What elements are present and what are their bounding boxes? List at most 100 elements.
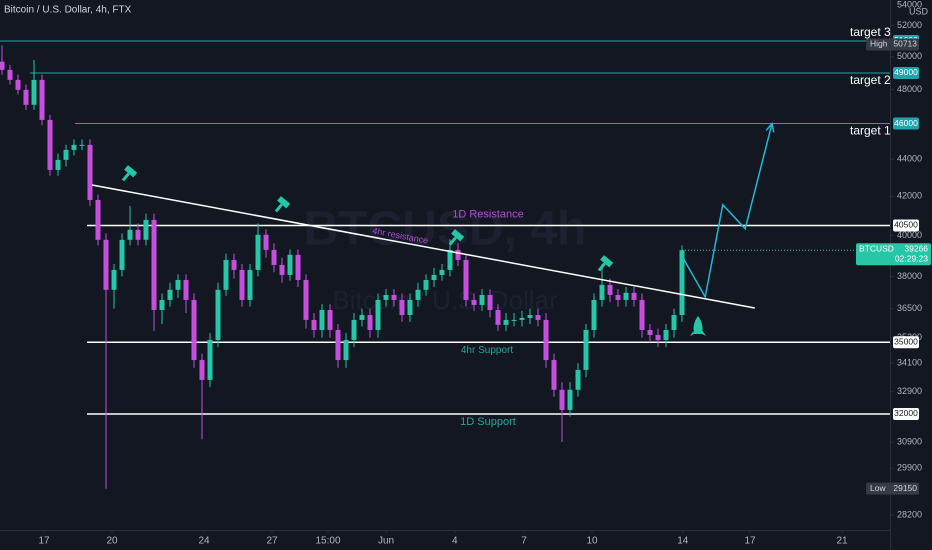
x-tick-label: 7 <box>521 536 527 547</box>
level-label: target 3 <box>850 25 891 39</box>
candle-body <box>487 294 493 310</box>
last-price-value: 39266 <box>904 243 928 253</box>
candle-body <box>615 294 621 300</box>
candle-body <box>335 329 341 361</box>
candle-body <box>463 259 469 300</box>
candle-body <box>247 269 253 300</box>
candle-body <box>71 144 77 150</box>
last-price-symbol: BTCUSD <box>859 243 894 253</box>
candle-body <box>575 369 581 390</box>
x-tick-label: 21 <box>836 536 848 547</box>
candle-body <box>111 269 117 290</box>
watermark: BTCUSD, 4h <box>304 203 587 256</box>
candle-body <box>543 319 549 361</box>
projection-arrowhead <box>765 121 775 133</box>
candle-body <box>327 309 333 330</box>
x-tick-label: 24 <box>198 536 210 547</box>
candle-body <box>215 289 221 340</box>
level-label: 1D Support <box>460 416 516 428</box>
candle-body <box>223 259 229 290</box>
candle-body <box>423 280 429 290</box>
candle-body <box>679 250 685 316</box>
y-tick-label: 36500 <box>897 303 922 313</box>
candle-body <box>511 319 517 321</box>
trendline <box>91 184 755 309</box>
level-price-box <box>893 336 919 349</box>
candle-body <box>439 269 445 275</box>
candle-body <box>319 309 325 330</box>
level-label: 1D Resistance <box>452 208 524 220</box>
y-tick-label: 38000 <box>897 271 922 281</box>
candle-body <box>591 299 597 330</box>
candle-body <box>407 299 413 316</box>
candle-body <box>535 315 541 320</box>
candle-body <box>367 315 373 330</box>
candle-body <box>7 69 13 80</box>
marker-label: High <box>870 39 888 49</box>
candle-body <box>383 294 389 300</box>
candle-body <box>183 280 189 300</box>
candle-body <box>135 229 141 240</box>
y-tick-label: 52000 <box>897 20 922 30</box>
level-label: target 1 <box>850 124 891 138</box>
candle-body <box>271 249 277 265</box>
candle-body <box>279 264 285 275</box>
candle-body <box>431 274 437 281</box>
candle-body <box>23 89 29 105</box>
candle-body <box>391 294 397 300</box>
candle-body <box>479 294 485 305</box>
candle-body <box>551 360 557 390</box>
candle-body <box>519 317 525 320</box>
candle-body <box>127 229 133 240</box>
x-tick-label: 14 <box>677 536 689 547</box>
candle-body <box>159 299 165 310</box>
candle-body <box>583 329 589 370</box>
level-price-box <box>893 219 919 232</box>
candle-body <box>31 79 37 105</box>
marker-value: 50713 <box>893 39 917 49</box>
level-price: 46000 <box>894 118 918 128</box>
candle-body <box>95 199 101 240</box>
marker-box <box>866 38 919 51</box>
candle-body <box>359 315 365 320</box>
candle-body <box>287 254 293 275</box>
candle-body <box>191 299 197 361</box>
candle-body <box>311 319 317 330</box>
y-tick-label: 44000 <box>897 153 922 163</box>
y-tick-label: 32900 <box>897 386 922 396</box>
watermark-subtitle: Bitcoin / U.S. Dollar <box>332 285 558 315</box>
x-tick-label: 10 <box>586 536 598 547</box>
candle-body <box>119 239 125 270</box>
candle-body <box>559 389 565 410</box>
candle-body <box>207 339 213 380</box>
y-tick-label: 34100 <box>897 357 922 367</box>
candle-body <box>239 269 245 300</box>
candle-body <box>255 234 261 270</box>
candle-body <box>143 219 149 240</box>
x-tick-label: Jun <box>378 536 394 547</box>
candle-body <box>55 159 61 170</box>
candle-body <box>495 309 501 325</box>
candle-body <box>231 259 237 270</box>
candle-body <box>527 315 533 318</box>
candle-body <box>39 79 45 120</box>
candle-body <box>63 149 69 160</box>
candle-body <box>199 360 205 380</box>
candle-body <box>351 319 357 340</box>
y-tick-label: 28200 <box>897 509 922 519</box>
candle-body <box>263 234 269 250</box>
candle-body <box>87 144 93 200</box>
x-tick-label: 27 <box>266 536 278 547</box>
candle-body <box>455 249 461 260</box>
candle-body <box>447 249 453 270</box>
marker-box <box>866 482 919 495</box>
marker-value: 29150 <box>893 483 917 493</box>
marker-label: Low <box>870 483 886 493</box>
projection-path <box>682 123 773 300</box>
candle-body <box>375 299 381 330</box>
y-tick-label: 54000 <box>897 0 922 9</box>
x-tick-label: 15:00 <box>315 536 340 547</box>
level-price: 35000 <box>894 336 918 346</box>
level-price-box <box>893 407 919 420</box>
